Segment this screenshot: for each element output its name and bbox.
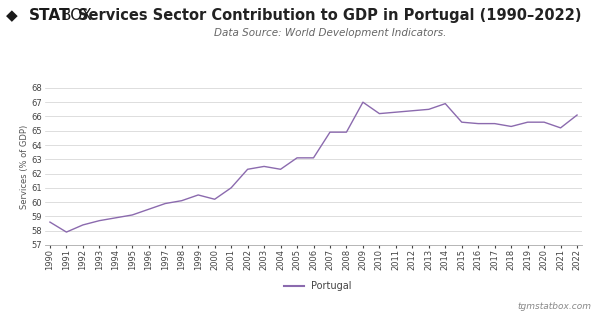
Text: STAT: STAT: [29, 8, 70, 23]
Legend: Portugal: Portugal: [280, 277, 356, 295]
Text: BOX: BOX: [60, 8, 92, 23]
Text: Services Sector Contribution to GDP in Portugal (1990–2022): Services Sector Contribution to GDP in P…: [78, 8, 582, 23]
Text: Data Source: World Development Indicators.: Data Source: World Development Indicator…: [214, 28, 446, 38]
Text: tgmstatbox.com: tgmstatbox.com: [517, 302, 591, 311]
Y-axis label: Services (% of GDP): Services (% of GDP): [20, 124, 29, 208]
Text: ◆: ◆: [6, 8, 18, 23]
